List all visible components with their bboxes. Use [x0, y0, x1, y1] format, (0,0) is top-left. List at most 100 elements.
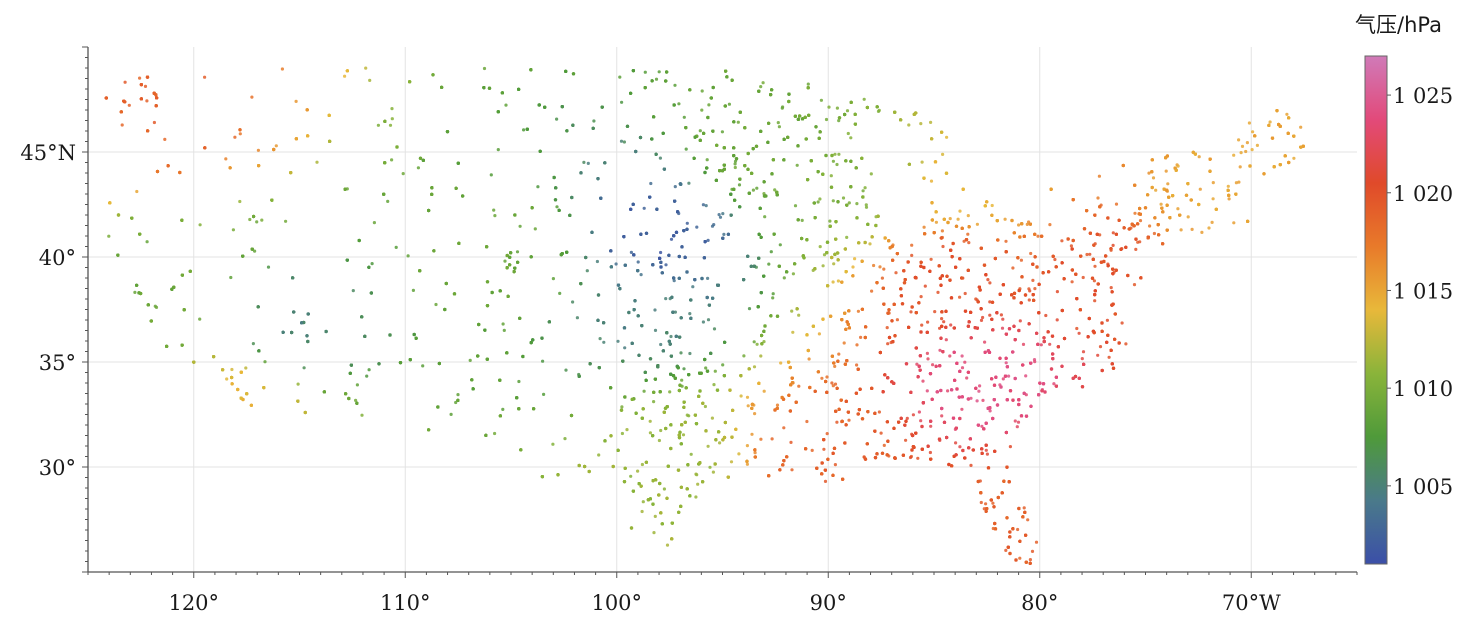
- station-point: [682, 367, 686, 371]
- station-point: [736, 120, 740, 124]
- station-point: [824, 117, 829, 122]
- station-point: [829, 174, 833, 178]
- station-point: [909, 310, 913, 314]
- station-point: [1029, 251, 1033, 256]
- station-point: [551, 442, 555, 446]
- station-point: [1007, 374, 1011, 378]
- station-point: [653, 328, 658, 332]
- station-point: [1133, 211, 1137, 215]
- station-point: [416, 166, 420, 170]
- station-point: [845, 235, 849, 239]
- station-point: [1026, 518, 1030, 522]
- station-point: [752, 365, 757, 369]
- station-point: [654, 77, 659, 81]
- station-point: [1132, 283, 1137, 287]
- station-point: [828, 219, 832, 223]
- station-point: [302, 366, 306, 370]
- station-point: [954, 441, 958, 445]
- station-point: [1152, 231, 1156, 236]
- station-point: [198, 223, 202, 227]
- station-point: [641, 500, 645, 504]
- station-point: [712, 383, 716, 387]
- station-point: [653, 514, 657, 519]
- station-point: [742, 354, 746, 358]
- station-point: [1200, 230, 1204, 234]
- station-point: [718, 441, 722, 445]
- station-point: [1033, 287, 1037, 291]
- station-point: [926, 357, 930, 361]
- grid-lines: [88, 47, 1357, 572]
- station-point: [1154, 188, 1158, 192]
- station-point: [712, 223, 716, 227]
- station-point: [145, 99, 149, 103]
- station-point: [536, 185, 540, 189]
- station-point: [1055, 318, 1059, 322]
- station-point: [1081, 350, 1086, 354]
- station-point: [1164, 169, 1168, 173]
- station-point: [1048, 223, 1052, 227]
- station-point: [1004, 548, 1008, 553]
- station-point: [685, 221, 689, 225]
- station-point: [1186, 215, 1190, 219]
- station-point: [919, 295, 923, 299]
- station-point: [1085, 252, 1089, 257]
- station-point: [143, 84, 148, 88]
- station-point: [602, 340, 606, 344]
- station-point: [747, 307, 752, 311]
- station-point: [941, 152, 945, 156]
- station-point: [1036, 234, 1040, 238]
- station-point: [504, 103, 508, 107]
- station-point: [986, 278, 990, 282]
- station-point: [984, 502, 988, 506]
- station-point: [712, 327, 717, 331]
- station-point: [878, 265, 882, 269]
- station-point: [648, 419, 652, 423]
- station-point: [1211, 181, 1215, 185]
- station-point: [708, 465, 712, 469]
- station-point: [837, 152, 841, 156]
- station-point: [684, 147, 688, 151]
- station-point: [982, 507, 986, 511]
- station-point: [701, 203, 706, 207]
- station-point: [761, 81, 765, 85]
- station-point: [753, 451, 757, 455]
- station-point: [263, 360, 267, 364]
- station-point: [832, 262, 836, 266]
- station-point: [629, 250, 634, 254]
- station-point: [800, 218, 804, 222]
- station-point: [886, 342, 890, 346]
- station-point: [1240, 144, 1245, 148]
- station-point: [1105, 318, 1109, 322]
- station-point: [1030, 549, 1035, 554]
- station-point: [763, 215, 767, 219]
- station-point: [274, 144, 278, 148]
- station-point: [855, 363, 859, 367]
- station-point: [771, 292, 775, 296]
- station-point: [706, 276, 710, 280]
- station-point: [515, 250, 520, 254]
- station-point: [707, 103, 711, 107]
- station-point: [668, 390, 672, 394]
- station-point: [841, 196, 846, 200]
- station-point: [818, 245, 822, 249]
- station-point: [795, 163, 799, 167]
- station-point: [759, 437, 763, 441]
- station-point: [929, 120, 933, 124]
- station-point: [230, 367, 234, 372]
- station-point: [454, 400, 458, 405]
- station-point: [343, 74, 347, 78]
- station-point: [920, 323, 924, 327]
- station-point: [492, 208, 496, 212]
- station-point: [688, 312, 692, 316]
- station-point: [1151, 176, 1156, 180]
- station-point: [940, 414, 944, 418]
- station-point: [929, 424, 933, 428]
- station-point: [869, 172, 873, 176]
- station-point: [917, 410, 922, 414]
- station-point: [831, 280, 835, 284]
- station-point: [797, 313, 801, 317]
- station-point: [938, 326, 942, 330]
- station-point: [849, 136, 853, 140]
- station-point: [1255, 143, 1259, 147]
- station-point: [847, 418, 851, 422]
